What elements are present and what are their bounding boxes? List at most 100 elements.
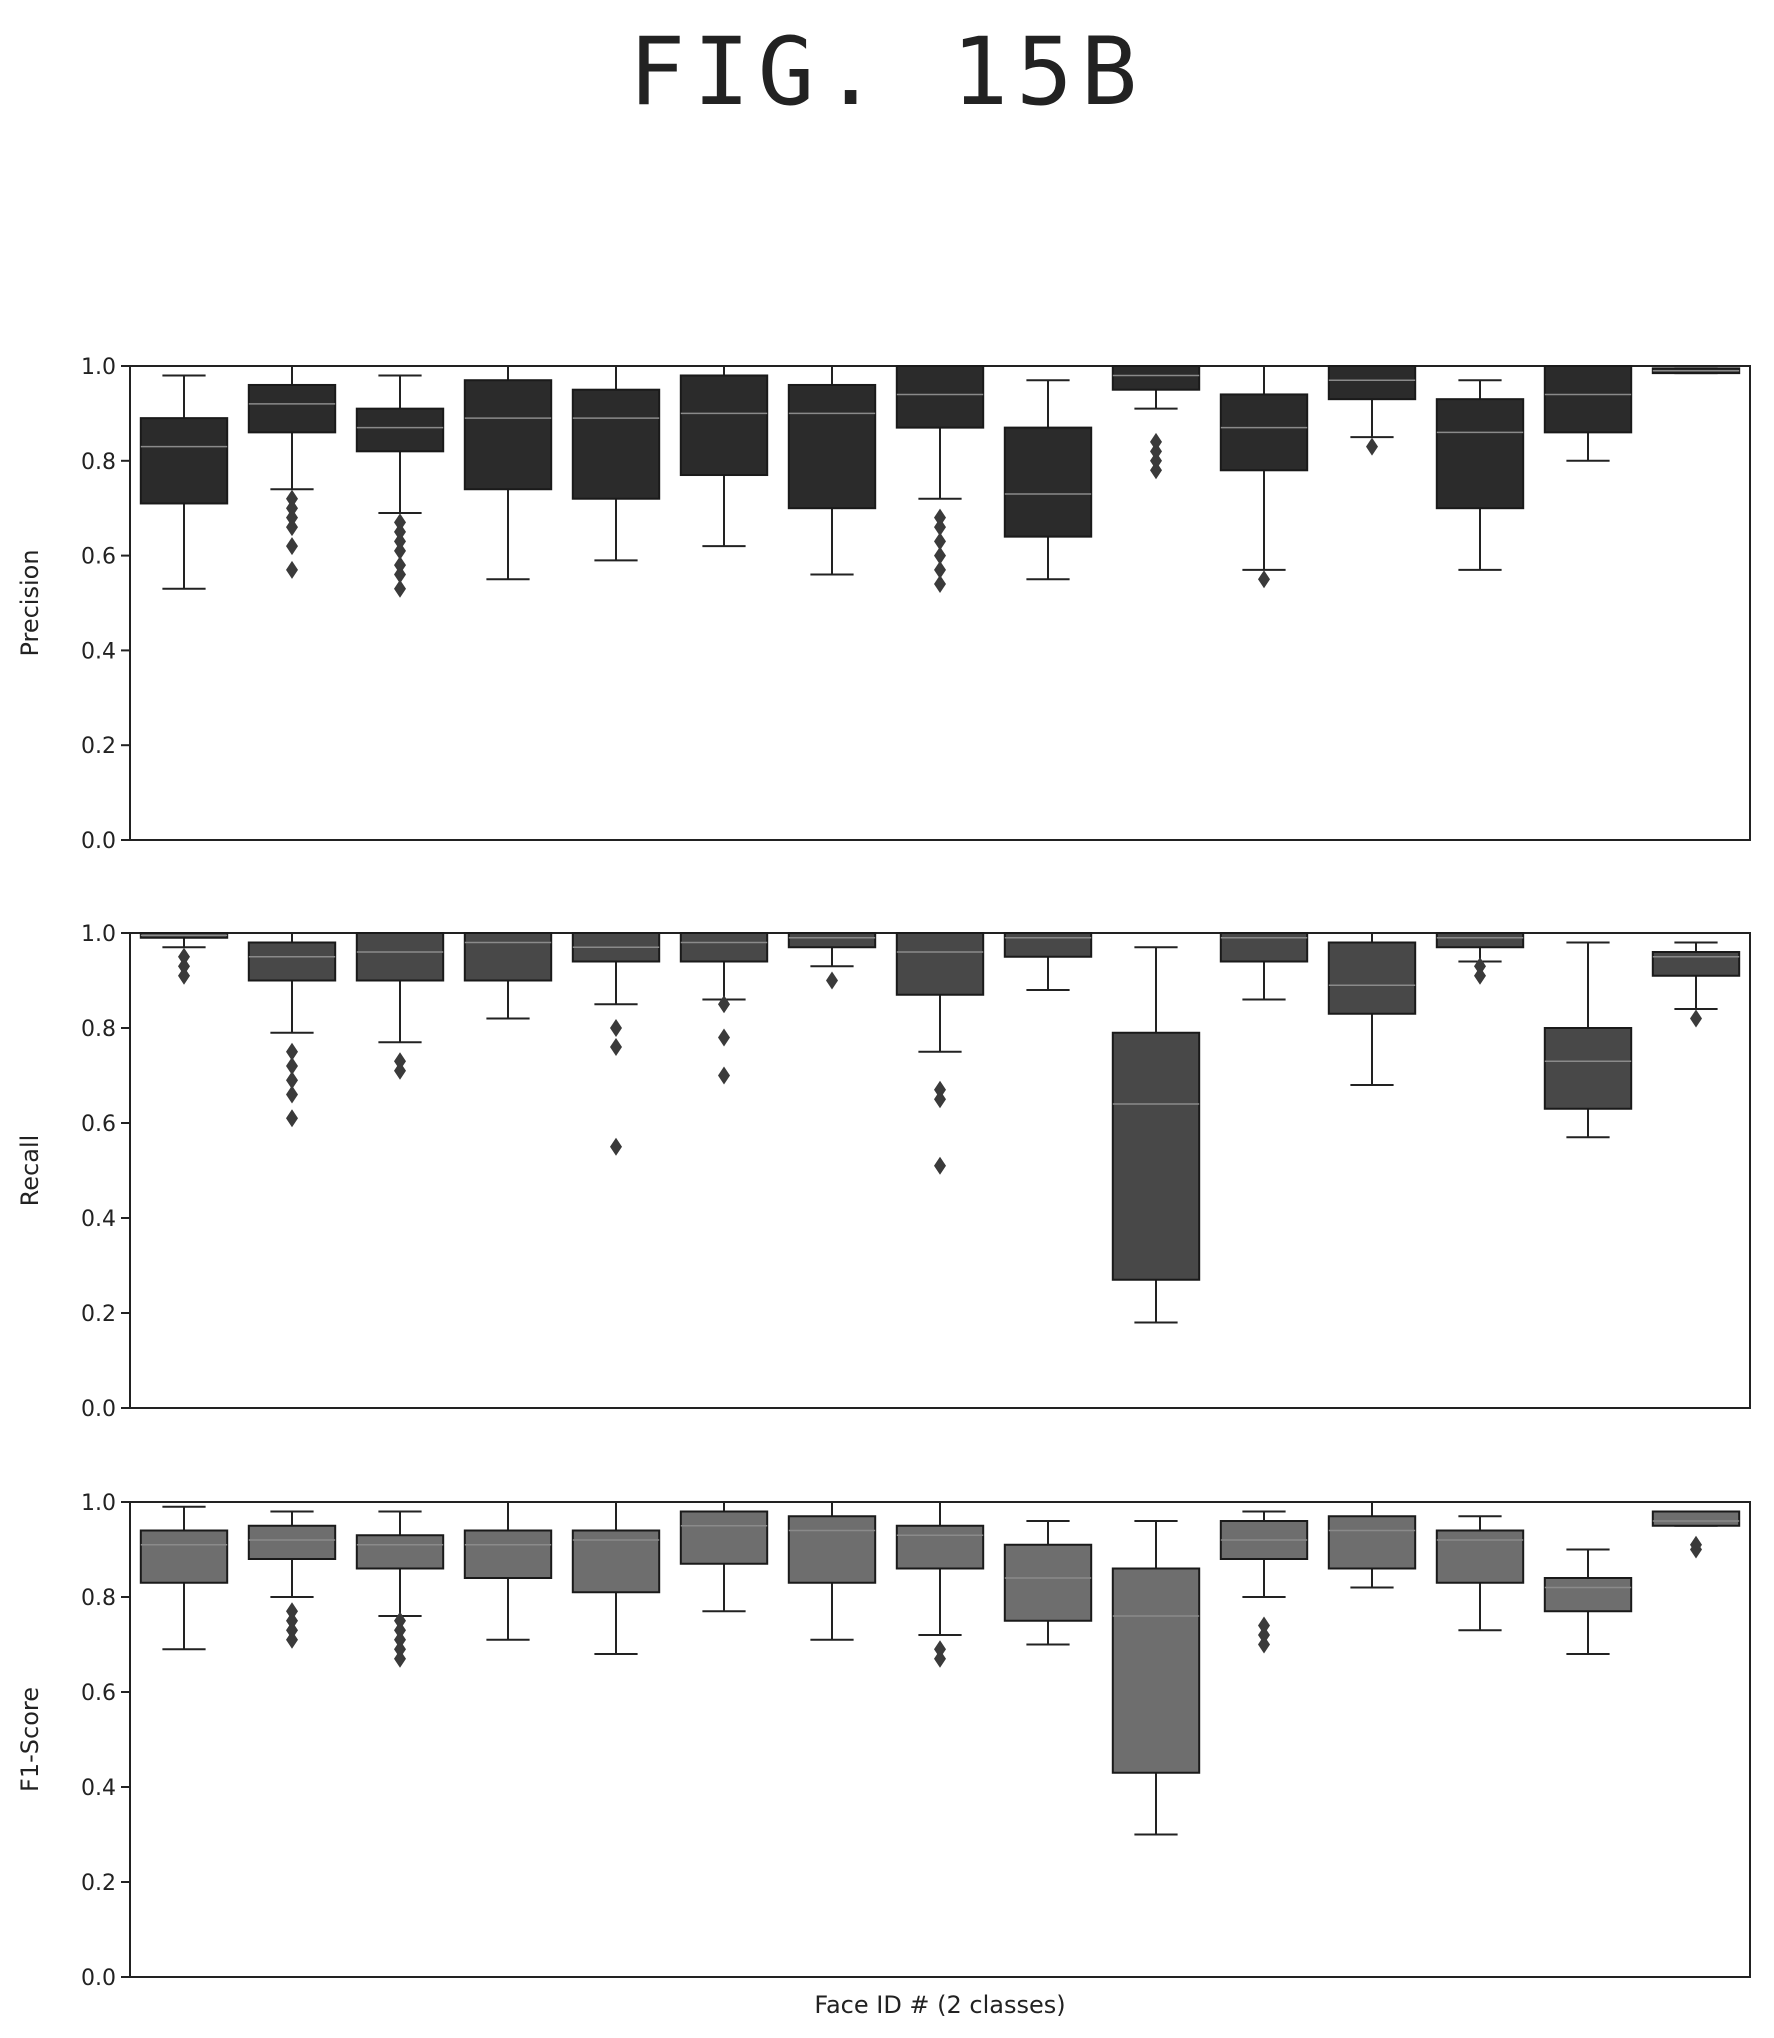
y-tick-label: 1.0 (81, 922, 116, 947)
outlier-point (394, 1649, 406, 1668)
outlier-point (394, 532, 406, 551)
y-axis-label: F1-Score (16, 1687, 44, 1792)
y-tick-label: 0.6 (81, 545, 116, 570)
outlier-point (1258, 570, 1270, 589)
box-group (1435, 932, 1525, 985)
outlier-point (1258, 1635, 1270, 1654)
outlier-point (826, 971, 838, 990)
outlier-point (934, 1080, 946, 1099)
box (247, 1524, 337, 1560)
box (247, 383, 337, 434)
outlier-point (934, 508, 946, 527)
x-axis-label: Face ID # (2 classes) (814, 1991, 1065, 2019)
box (1003, 932, 1093, 958)
y-axis-label: Precision (16, 549, 44, 656)
box (1111, 1031, 1201, 1281)
y-tick-label: 1.0 (81, 355, 116, 380)
box-group (355, 374, 445, 598)
box (1219, 393, 1309, 472)
box-group (1219, 1510, 1309, 1654)
outlier-point (610, 1038, 622, 1056)
outlier-point (394, 522, 406, 541)
box-group (1435, 379, 1525, 571)
outlier-point (934, 575, 946, 594)
y-tick-label: 0.4 (81, 1207, 116, 1232)
figure-title: FIG. 15B (628, 18, 1146, 127)
outlier-point (286, 560, 298, 579)
outlier-point (934, 1649, 946, 1668)
box-group (1003, 932, 1093, 991)
outlier-point (394, 579, 406, 598)
outlier-point (286, 1602, 298, 1621)
box (895, 1524, 985, 1570)
outlier-point (1150, 442, 1162, 461)
box-group (571, 365, 661, 562)
box-group (1651, 1510, 1741, 1559)
y-tick-label: 1.0 (81, 1491, 116, 1516)
outlier-point (286, 1630, 298, 1649)
box-group (1435, 1515, 1525, 1632)
box-group (463, 1501, 553, 1641)
y-tick-label: 0.8 (81, 450, 116, 475)
box (787, 383, 877, 510)
box (1327, 365, 1417, 401)
outlier-point (934, 560, 946, 579)
box-group (1327, 365, 1417, 456)
box-group (1219, 932, 1309, 1001)
box (679, 374, 769, 477)
outlier-point (286, 1042, 298, 1061)
box (1651, 1510, 1741, 1527)
outlier-point (1150, 461, 1162, 480)
box-group (463, 932, 553, 1020)
outlier-point (718, 1066, 730, 1085)
box-group (355, 932, 445, 1080)
box (1003, 1543, 1093, 1622)
box-group (679, 932, 769, 1085)
outlier-point (394, 1630, 406, 1649)
box-group (787, 365, 877, 576)
y-tick-label: 0.6 (81, 1112, 116, 1137)
box-group (1111, 1520, 1201, 1836)
box-group (1651, 367, 1741, 375)
box-group (1651, 941, 1741, 1028)
outlier-point (934, 518, 946, 537)
box (355, 1534, 445, 1570)
outlier-point (1150, 451, 1162, 470)
box-group (139, 1505, 229, 1651)
y-tick-label: 0.8 (81, 1586, 116, 1611)
outlier-point (286, 1109, 298, 1128)
y-tick-label: 0.2 (81, 1871, 116, 1896)
outlier-point (1690, 1009, 1702, 1028)
y-tick-label: 0.4 (81, 1776, 116, 1801)
box (895, 365, 985, 429)
box (1651, 951, 1741, 977)
outlier-point (286, 1621, 298, 1640)
outlier-point (934, 532, 946, 551)
box-group (139, 374, 229, 590)
y-tick-label: 0.2 (81, 1302, 116, 1327)
outlier-point (394, 1621, 406, 1640)
box (463, 932, 553, 982)
outlier-point (178, 947, 190, 966)
box (787, 932, 877, 949)
box (571, 1529, 661, 1594)
y-tick-label: 0.2 (81, 734, 116, 759)
chart-panel-precision: 0.0 0.2 0.4 0.6 0.8 1.0 Precision (16, 355, 1751, 854)
y-tick-label: 0.8 (81, 1017, 116, 1042)
y-tick-label: 0.6 (81, 1681, 116, 1706)
outlier-point (286, 1071, 298, 1090)
box-group (463, 365, 553, 581)
box-group (247, 365, 337, 579)
box-group (247, 1510, 337, 1649)
outlier-point (286, 1611, 298, 1630)
outlier-point (1258, 1616, 1270, 1635)
outlier-point (934, 1640, 946, 1659)
outlier-point (286, 1057, 298, 1075)
box-group (355, 1510, 445, 1668)
outlier-point (1474, 966, 1486, 985)
box (139, 417, 229, 505)
box (1543, 1577, 1633, 1613)
box-group (1543, 1548, 1633, 1655)
box-group (787, 932, 877, 990)
outlier-point (934, 1156, 946, 1175)
